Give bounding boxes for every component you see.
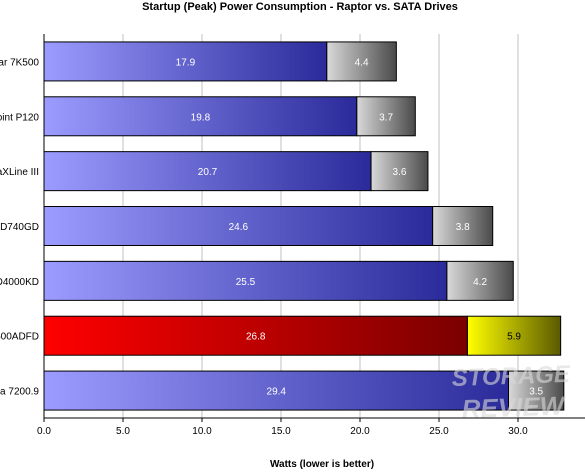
bar-segment-primary	[43, 96, 358, 137]
chart-title: Startup (Peak) Power Consumption - Rapto…	[142, 1, 458, 13]
bars: 17.9 4.4 19.8 3.7 20.7 3.6 24.6 3.8 25.5 4.2 26.8 5…	[43, 41, 565, 411]
category-label: oint P120	[0, 112, 39, 123]
x-tick-label: 15.0	[271, 426, 291, 437]
x-tick-label: 5.0	[116, 426, 130, 437]
bar-group: 17.9 4.4	[43, 41, 397, 82]
data-label-primary: 26.8	[246, 332, 266, 343]
bar-group: 20.7 3.6	[43, 151, 429, 192]
bar-segment-secondary	[432, 206, 494, 246]
x-tick-label: 0.0	[37, 426, 51, 437]
category-label: da 7200.9	[0, 387, 39, 398]
category-label: WD740GD	[0, 222, 39, 233]
x-tick-label: 10.0	[192, 426, 212, 437]
data-label-primary: 29.4	[267, 387, 287, 398]
data-label-secondary: 5.9	[507, 332, 521, 343]
bar-group: 25.5 4.2	[43, 260, 514, 301]
watermark-line-2: REVIEW	[461, 390, 567, 424]
data-label-secondary: 3.7	[379, 112, 393, 123]
data-label-secondary: 4.2	[473, 277, 487, 288]
data-label-primary: 19.8	[191, 112, 211, 123]
bar-segment-secondary	[466, 315, 562, 356]
data-label-secondary: 3.5	[529, 387, 543, 398]
bar-segment-primary	[43, 370, 510, 411]
bar-segment-primary	[43, 315, 468, 356]
x-axis-title: Watts (lower is better)	[270, 459, 374, 470]
data-label-secondary: 3.6	[393, 167, 407, 178]
bar-group: 24.6 3.8	[43, 206, 494, 246]
x-axis: 0.0 5.0 10.0 15.0 20.0 25.0 30.0 tar 7K500 oint …	[0, 34, 585, 437]
data-label-secondary: 4.4	[355, 57, 369, 68]
bar-group: 26.8 5.9	[43, 315, 562, 356]
bar-segment-secondary	[356, 96, 416, 137]
category-label: 500ADFD	[0, 332, 39, 343]
data-label-primary: 24.6	[229, 222, 249, 233]
bar-segment-secondary	[446, 260, 514, 301]
bar-segment-secondary	[508, 370, 565, 411]
data-label-primary: 20.7	[198, 167, 218, 178]
bar-group: 29.4 3.5	[43, 370, 565, 411]
x-tick-label: 30.0	[508, 426, 528, 437]
x-tick-label: 25.0	[429, 426, 449, 437]
bar-segment-primary	[43, 151, 372, 192]
category-label: tar 7K500	[0, 57, 39, 68]
bar-group: 19.8 3.7	[43, 96, 416, 137]
bar-segment-primary	[43, 206, 434, 246]
x-tick-label: 20.0	[350, 426, 370, 437]
data-label-primary: 25.5	[236, 277, 256, 288]
watermark-line-1: STORAGE	[451, 361, 571, 392]
bar-segment-secondary	[326, 41, 397, 82]
data-label-primary: 17.9	[176, 57, 196, 68]
data-label-secondary: 3.8	[456, 222, 470, 233]
category-label: iaXLine III	[0, 167, 39, 178]
bar-segment-secondary	[370, 151, 429, 192]
